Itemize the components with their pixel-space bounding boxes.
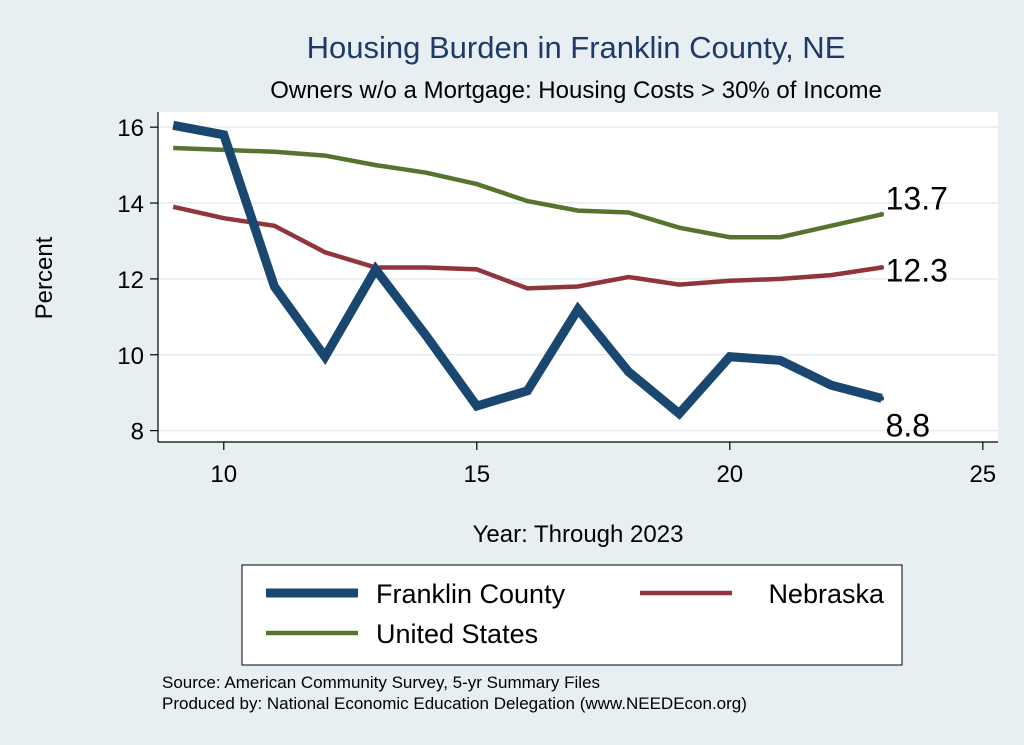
- legend-label-nebraska: Nebraska: [768, 579, 885, 609]
- gridlines: [158, 126, 998, 432]
- series-line-nebraska: [172, 204, 882, 291]
- series-lines: [172, 120, 885, 420]
- y-tick-label: 10: [117, 343, 144, 370]
- end-point-nebraska: [879, 265, 885, 271]
- series-line-united-states: [173, 145, 883, 240]
- x-tick-label: 20: [716, 461, 743, 488]
- legend-label-franklin-county: Franklin County: [376, 579, 566, 609]
- legend: Franklin County Nebraska United States: [241, 564, 903, 666]
- x-axis-title: Year: Through 2023: [473, 521, 684, 548]
- y-tick-label: 14: [117, 191, 144, 218]
- end-label-nebraska: 12.3: [886, 253, 948, 289]
- source-line-2: Produced by: National Economic Education…: [162, 694, 747, 713]
- end-point-united-states: [879, 211, 885, 217]
- x-tick-label: 15: [463, 461, 490, 488]
- x-axis-ticks: 10 15 20 25: [210, 442, 996, 488]
- chart-subtitle: Owners w/o a Mortgage: Housing Costs > 3…: [270, 77, 882, 104]
- y-tick-label: 12: [117, 267, 144, 294]
- end-labels: 8.8 12.3 13.7: [886, 180, 948, 443]
- legend-box: [241, 564, 903, 666]
- end-point-franklin-county: [879, 395, 885, 401]
- legend-label-united-states: United States: [376, 619, 538, 649]
- chart-title: Housing Burden in Franklin County, NE: [307, 30, 846, 65]
- y-tick-label: 8: [131, 419, 144, 446]
- x-tick-label: 25: [969, 461, 996, 488]
- y-axis-title: Percent: [31, 236, 58, 319]
- y-tick-label: 16: [117, 115, 144, 142]
- plot-area: [158, 112, 998, 442]
- end-label-united-states: 13.7: [886, 180, 948, 216]
- y-axis-ticks: 8 10 12 14 16: [117, 115, 158, 446]
- series-line-franklin-county: [172, 120, 883, 420]
- x-tick-label: 10: [210, 461, 237, 488]
- source-line-1: Source: American Community Survey, 5-yr …: [162, 673, 600, 692]
- end-label-franklin-county: 8.8: [886, 407, 930, 443]
